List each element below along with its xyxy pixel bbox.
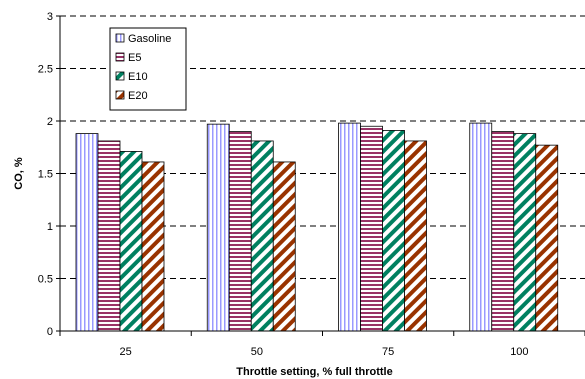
- x-tick-label: 50: [251, 346, 263, 358]
- x-tick-label: 100: [510, 346, 528, 358]
- bar-e10-75: [382, 130, 405, 332]
- bar-gasoline-75: [338, 122, 361, 332]
- x-tick-label: 25: [120, 346, 132, 358]
- y-tick-label: 0.5: [38, 274, 53, 286]
- bar-e5-75: [360, 125, 383, 332]
- bar-gasoline-50: [206, 123, 230, 332]
- y-tick-label: 1.5: [38, 169, 53, 181]
- legend-swatch-e20: [115, 90, 125, 100]
- axes: 0 0.5 1 1.5 2 2.5 3 25 50 75 100: [38, 11, 585, 358]
- legend-label-e10: E10: [128, 71, 148, 83]
- bar-e20-50: [272, 161, 296, 332]
- bars: [75, 122, 559, 332]
- legend: Gasoline E5 E10 E20: [109, 27, 187, 111]
- bar-e10-100: [513, 133, 537, 332]
- y-tick-label: 3: [47, 11, 53, 23]
- bar-e10-50: [250, 140, 274, 332]
- x-tick-label: 75: [382, 346, 394, 358]
- bar-e5-50: [228, 131, 252, 332]
- y-tick-label: 2.5: [38, 64, 53, 76]
- bar-e20-25: [141, 161, 165, 332]
- legend-swatch-e5: [115, 52, 125, 62]
- bar-e5-25: [97, 140, 121, 332]
- gridlines: [60, 15, 585, 279]
- legend-swatch-e10: [115, 71, 125, 81]
- legend-label-gasoline: Gasoline: [128, 33, 171, 45]
- y-axis-title: CO, %: [13, 157, 25, 190]
- x-axis-title: Throttle setting, % full throttle: [236, 366, 392, 378]
- legend-label-e5: E5: [128, 52, 141, 64]
- y-tick-label: 0: [47, 326, 53, 338]
- bar-gasoline-100: [469, 122, 493, 332]
- y-tick-label: 2: [47, 116, 53, 128]
- y-tick-label: 1: [47, 221, 53, 233]
- bar-gasoline-25: [75, 133, 99, 332]
- bar-e20-75: [404, 140, 427, 332]
- legend-swatch-gasoline: [115, 33, 125, 43]
- bar-e20-100: [535, 144, 559, 332]
- legend-label-e20: E20: [128, 90, 148, 102]
- bar-e10-25: [119, 151, 143, 332]
- bar-e5-100: [491, 131, 515, 332]
